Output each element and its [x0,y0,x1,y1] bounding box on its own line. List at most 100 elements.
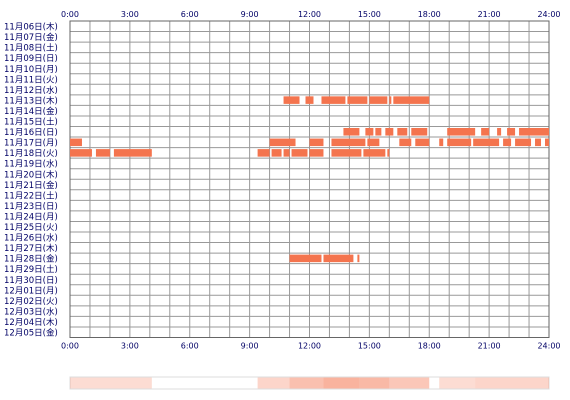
bottom-hour-ticks: 0:00 3:00 6:00 9:00 12:00 15:00 18:00 21:00 24:0… [61,342,561,351]
day-label: 11月23日(日) [4,202,58,212]
activity-bar [70,138,82,147]
activity-bar [357,254,360,263]
bottom-tick-label: 15:00 [358,342,381,351]
day-label: 11月26日(水) [4,233,58,244]
heatmap-cell [70,377,152,389]
activity-segments [70,96,549,263]
activity-bar [497,128,502,136]
day-label: 11月16日(日) [4,128,58,138]
day-label: 11月08日(土) [4,43,58,54]
activity-bar [309,149,324,157]
day-label: 11月27日(木) [4,243,58,254]
bottom-tick-label: 9:00 [241,342,259,351]
top-tick-label: 15:00 [358,10,381,19]
bottom-tick-label: 6:00 [181,342,199,351]
activity-bar [271,149,282,157]
activity-bar [70,149,92,157]
bottom-tick-label: 21:00 [478,342,501,351]
top-tick-label: 12:00 [298,10,321,19]
day-label: 11月28日(金) [4,254,58,265]
day-label: 11月22日(土) [4,190,58,201]
activity-bar [439,138,444,147]
activity-bar [393,96,430,104]
activity-bar [503,138,512,147]
day-label: 12月03日(水) [4,306,58,317]
activity-bar [481,128,490,136]
day-label: 11月24日(月) [4,212,58,222]
activity-bar [113,149,152,157]
heatmap-cell [289,377,324,389]
heatmap-track [69,376,550,390]
top-tick-label: 18:00 [418,10,441,19]
bottom-tick-label: 0:00 [61,342,79,351]
activity-bar [515,138,532,147]
activity-bar [291,149,308,157]
activity-bar [535,138,542,147]
day-label: 12月02日(火) [4,297,58,307]
top-tick-label: 24:00 [537,10,560,19]
top-tick-label: 21:00 [478,10,501,19]
activity-bar [363,149,386,157]
activity-bar [385,128,394,136]
day-label: 11月15日(土) [4,117,58,128]
activity-bar [331,138,366,147]
day-label: 11月30日(日) [4,276,58,286]
day-label: 12月04日(木) [4,317,58,328]
day-label: 11月06日(木) [4,22,58,33]
heatmap-cell [359,377,390,389]
day-label: 12月01日(月) [4,286,58,296]
activity-bar [411,128,428,136]
day-label: 11月25日(火) [4,223,58,233]
activity-bar [447,128,476,136]
summary-heatmap [69,376,550,390]
top-tick-label: 9:00 [241,10,259,19]
day-label: 11月18日(火) [4,149,58,159]
day-label: 11月07日(金) [4,32,58,43]
day-label: 11月17日(月) [4,139,58,149]
activity-bar [397,128,408,136]
top-tick-label: 0:00 [61,10,79,19]
day-label: 11月13日(木) [4,95,58,106]
activity-bar [283,96,300,104]
activity-bar [289,254,322,263]
activity-bar [365,128,374,136]
heatmap-cell [257,377,290,389]
activity-bar [269,138,296,147]
day-label: 11月12日(水) [4,85,58,96]
activity-bar [347,96,368,104]
activity-bar [415,138,430,147]
heatmap-cell [323,377,360,389]
day-label: 11月14日(金) [4,106,58,117]
activity-bar [321,96,346,104]
top-tick-label: 3:00 [121,10,139,19]
activity-bar [305,96,314,104]
day-label: 12月05日(金) [4,328,58,339]
activity-bar [369,96,388,104]
activity-bar [387,149,390,157]
top-hour-ticks: 0:00 3:00 6:00 9:00 12:00 15:00 18:00 21:00 24:0… [61,10,561,19]
activity-bar [375,128,382,136]
activity-bar [283,149,290,157]
activity-bar [367,138,380,147]
bottom-tick-label: 24:00 [537,342,560,351]
activity-bar [257,149,270,157]
day-label: 11月19日(水) [4,159,58,170]
activity-bar [331,149,362,157]
bottom-tick-label: 12:00 [298,342,321,351]
heatmap-cell [439,377,476,389]
bottom-tick-label: 18:00 [418,342,441,351]
day-label: 11月11日(火) [4,75,58,85]
activity-bar [447,138,472,147]
activity-bar [507,128,516,136]
heatmap-cell [389,377,430,389]
top-tick-label: 6:00 [181,10,199,19]
day-label: 11月29日(土) [4,264,58,275]
activity-bar [95,149,110,157]
activity-bar [399,138,412,147]
activity-bar [309,138,324,147]
activity-bar [323,254,354,263]
day-label: 11月10日(月) [4,65,58,75]
activity-bar [389,96,392,104]
day-label: 11月20日(木) [4,169,58,180]
